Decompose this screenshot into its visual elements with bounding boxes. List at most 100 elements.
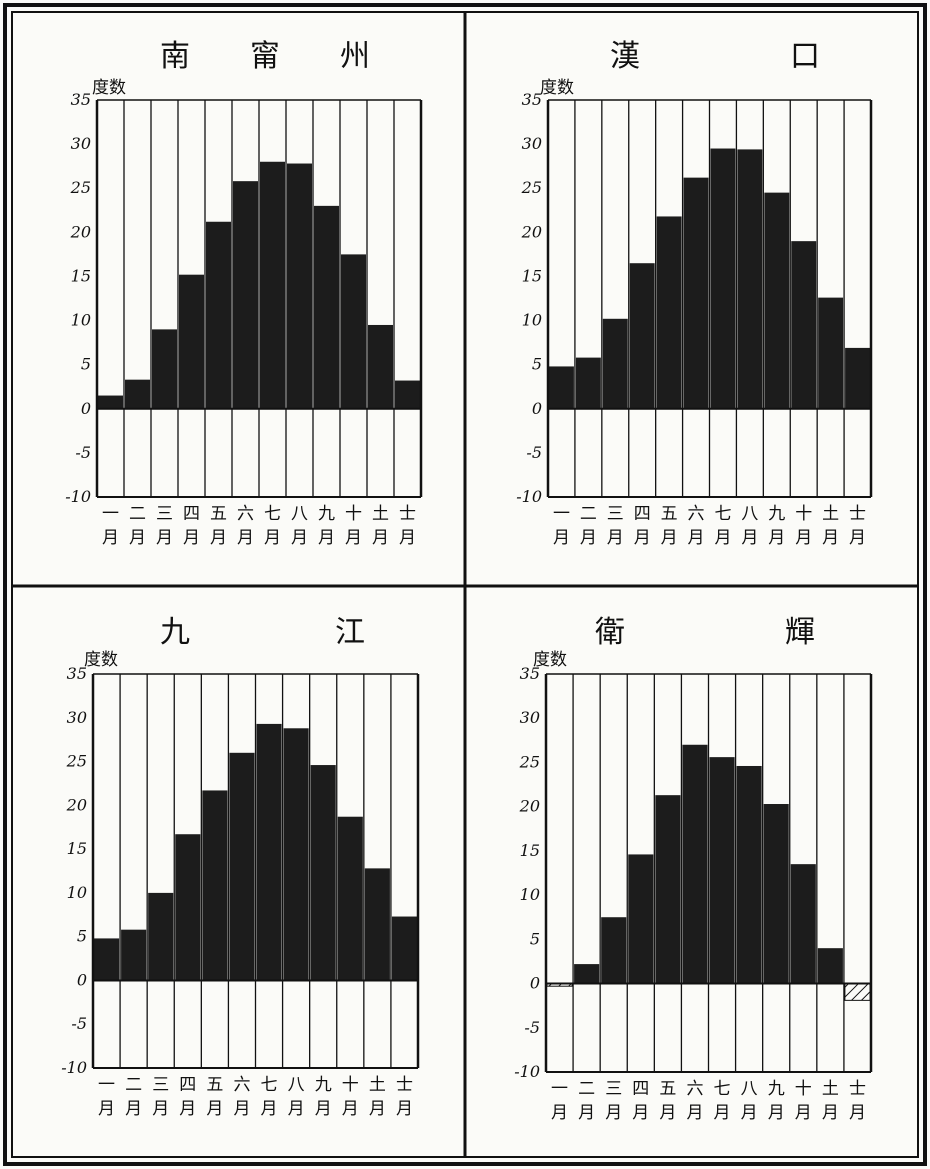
x-tick-label-top: 士 bbox=[399, 504, 416, 524]
x-tick-label-bottom: 月 bbox=[288, 1099, 305, 1119]
bar bbox=[98, 395, 123, 409]
x-tick-label-bottom: 月 bbox=[607, 528, 624, 548]
x-tick-label-bottom: 月 bbox=[129, 528, 146, 548]
x-tick-label-bottom: 月 bbox=[396, 1099, 413, 1119]
y-tick-label: 30 bbox=[67, 708, 87, 727]
bar bbox=[763, 804, 789, 984]
x-tick-label-bottom: 月 bbox=[369, 1099, 386, 1119]
bar bbox=[175, 834, 201, 981]
bar bbox=[202, 790, 228, 981]
x-tick-label-top: 七 bbox=[714, 1079, 731, 1099]
bar bbox=[179, 274, 204, 409]
x-tick-label-bottom: 月 bbox=[318, 528, 335, 548]
bar bbox=[152, 329, 177, 409]
x-tick-label-top: 十 bbox=[795, 1079, 812, 1099]
x-tick-label-bottom: 月 bbox=[237, 528, 254, 548]
bar bbox=[601, 917, 627, 984]
y-tick-label: 15 bbox=[67, 839, 87, 858]
x-tick-label-top: 八 bbox=[288, 1075, 305, 1095]
x-tick-label-top: 五 bbox=[210, 504, 227, 524]
y-tick-label: 5 bbox=[530, 929, 540, 948]
y-tick-label: 25 bbox=[519, 752, 540, 771]
x-tick-label-top: 五 bbox=[661, 504, 678, 524]
bar bbox=[818, 297, 844, 409]
y-tick-label: -5 bbox=[71, 1014, 87, 1033]
x-tick-label-bottom: 月 bbox=[102, 528, 119, 548]
bar bbox=[310, 765, 336, 981]
bar bbox=[125, 379, 150, 409]
x-tick-label-bottom: 月 bbox=[98, 1099, 115, 1119]
x-tick-label-bottom: 月 bbox=[632, 1103, 649, 1123]
bar bbox=[574, 964, 600, 984]
bar bbox=[602, 318, 628, 409]
x-tick-label-bottom: 月 bbox=[822, 1103, 839, 1123]
x-tick-label-bottom: 月 bbox=[183, 528, 200, 548]
bar bbox=[575, 357, 601, 409]
bar bbox=[817, 948, 843, 984]
y-tick-label: 5 bbox=[81, 355, 91, 374]
y-tick-label: 25 bbox=[521, 178, 542, 197]
x-tick-label-bottom: 月 bbox=[578, 1103, 595, 1123]
x-tick-label-top: 一 bbox=[553, 504, 570, 524]
x-tick-label-top: 三 bbox=[156, 504, 173, 524]
y-tick-label: 5 bbox=[532, 355, 542, 374]
bar bbox=[233, 181, 258, 409]
x-tick-label-top: 八 bbox=[291, 504, 308, 524]
x-tick-label-bottom: 月 bbox=[152, 1099, 169, 1119]
chart-panel-1: 南甯州度数35302520151050-5-10一月二月三月四月五月六月七月八月… bbox=[65, 39, 423, 548]
x-tick-label-bottom: 月 bbox=[634, 528, 651, 548]
y-tick-label: -10 bbox=[514, 1062, 540, 1081]
y-tick-label: 30 bbox=[520, 708, 540, 727]
bar bbox=[229, 752, 255, 981]
x-tick-label-bottom: 月 bbox=[849, 1103, 866, 1123]
chart-title-char: 州 bbox=[340, 39, 370, 74]
x-tick-label-top: 九 bbox=[768, 504, 785, 524]
x-tick-label-top: 土 bbox=[369, 1075, 386, 1095]
y-tick-label: 35 bbox=[67, 664, 87, 683]
bar bbox=[655, 795, 681, 984]
charts-layer: 南甯州度数35302520151050-5-10一月二月三月四月五月六月七月八月… bbox=[61, 39, 873, 1123]
bar bbox=[549, 366, 574, 409]
y-unit-label: 度数 bbox=[84, 650, 118, 670]
x-tick-label-bottom: 月 bbox=[768, 1103, 785, 1123]
x-tick-label-top: 六 bbox=[686, 1079, 703, 1099]
y-tick-label: -10 bbox=[65, 487, 91, 506]
x-tick-label-bottom: 月 bbox=[291, 528, 308, 548]
bar bbox=[845, 347, 870, 409]
bar bbox=[148, 892, 174, 981]
y-tick-label: 10 bbox=[67, 883, 87, 902]
x-tick-label-bottom: 月 bbox=[686, 1103, 703, 1123]
y-unit-label: 度数 bbox=[533, 650, 567, 670]
x-tick-label-bottom: 月 bbox=[264, 528, 281, 548]
bar bbox=[121, 929, 147, 981]
bar bbox=[391, 916, 417, 981]
x-tick-label-top: 二 bbox=[125, 1075, 142, 1095]
bar bbox=[94, 938, 120, 981]
y-tick-label: 0 bbox=[77, 970, 87, 989]
bar bbox=[341, 254, 366, 409]
x-tick-label-top: 三 bbox=[605, 1079, 622, 1099]
x-tick-label-top: 七 bbox=[264, 504, 281, 524]
bar bbox=[790, 864, 816, 984]
y-tick-label: 10 bbox=[520, 885, 540, 904]
x-tick-label-top: 九 bbox=[318, 504, 335, 524]
x-tick-label-top: 九 bbox=[768, 1079, 785, 1099]
y-tick-label: 25 bbox=[70, 178, 91, 197]
x-tick-label-top: 士 bbox=[849, 1079, 866, 1099]
bar bbox=[364, 868, 390, 981]
x-tick-label-bottom: 月 bbox=[822, 528, 839, 548]
bar bbox=[283, 728, 309, 981]
x-tick-label-bottom: 月 bbox=[261, 1099, 278, 1119]
y-tick-label: 5 bbox=[77, 927, 87, 946]
x-tick-label-top: 七 bbox=[261, 1075, 278, 1095]
y-tick-label: 10 bbox=[522, 311, 542, 330]
bar bbox=[710, 148, 736, 409]
bar bbox=[314, 205, 339, 409]
x-tick-label-top: 四 bbox=[634, 504, 651, 524]
bar bbox=[395, 380, 420, 409]
y-tick-label: 20 bbox=[521, 222, 542, 241]
x-tick-label-top: 二 bbox=[129, 504, 146, 524]
y-tick-label: 0 bbox=[530, 974, 540, 993]
bar bbox=[206, 221, 231, 409]
